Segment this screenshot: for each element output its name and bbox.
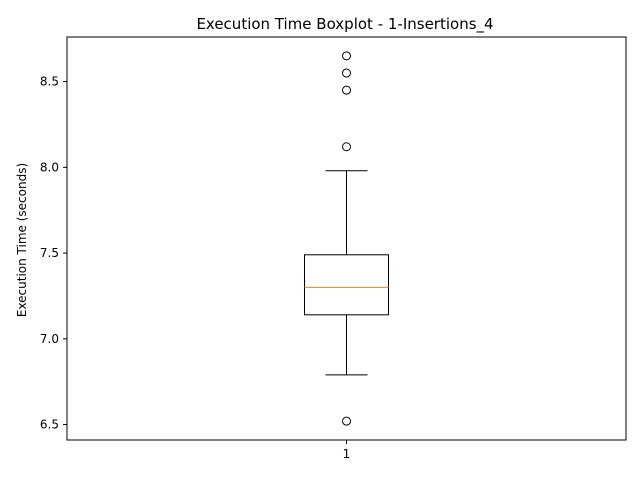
y-tick-label: 6.5 <box>40 418 59 432</box>
x-tick-label: 1 <box>343 447 351 461</box>
y-tick-label: 8.5 <box>40 75 59 89</box>
y-tick-label: 7.5 <box>40 246 59 260</box>
outlier-point <box>342 142 351 152</box>
chart-title: Execution Time Boxplot - 1-Insertions_4 <box>196 15 493 34</box>
plot-area: 6.5 7.0 7.5 8.0 8.5 1 <box>40 36 627 461</box>
box-iqr <box>304 254 389 316</box>
y-tick-label: 7.0 <box>40 332 59 346</box>
y-tick-label: 8.0 <box>40 160 59 174</box>
outlier-point <box>342 416 351 426</box>
outlier-point <box>342 51 351 61</box>
y-axis-label: Execution Time (seconds) <box>15 163 29 317</box>
outlier-point <box>342 68 351 78</box>
outlier-point <box>342 85 351 95</box>
